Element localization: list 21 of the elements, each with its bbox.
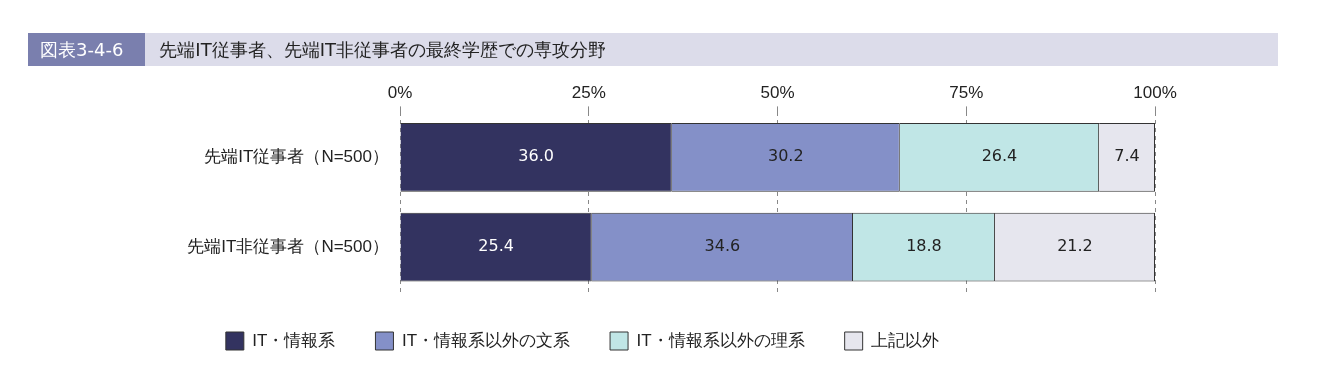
data-label: 34.6 (704, 236, 741, 256)
data-label: 30.2 (767, 146, 804, 166)
data-label: 25.4 (478, 236, 514, 256)
legend-label: IT・情報系以外の文系 (401, 330, 571, 350)
data-label: 36.0 (518, 146, 554, 166)
legend-label: 上記以外 (871, 330, 940, 350)
data-label: 21.2 (1057, 236, 1093, 256)
x-tick-label: 75% (949, 82, 984, 102)
data-label: 18.8 (906, 236, 942, 256)
data-label: 26.4 (981, 146, 1018, 166)
x-tick-label: 50% (760, 82, 795, 102)
y-tick-label: 先端IT従事者（N=500） (204, 146, 389, 166)
data-label: 7.4 (1114, 146, 1140, 166)
legend-label: IT・情報系 (252, 330, 336, 350)
x-tick-label: 25% (571, 82, 606, 102)
y-tick-label: 先端IT非従事者（N=500） (187, 236, 389, 256)
legend-label: IT・情報系以外の理系 (636, 330, 805, 350)
x-tick-label: 100% (1133, 82, 1177, 102)
x-tick-label: 0% (387, 82, 413, 102)
chart-subtitle: 先端IT従事者、先端IT非従事者の最終学歴での専攻分野 (159, 37, 606, 62)
text: 図表3-4-6 (28, 33, 146, 66)
